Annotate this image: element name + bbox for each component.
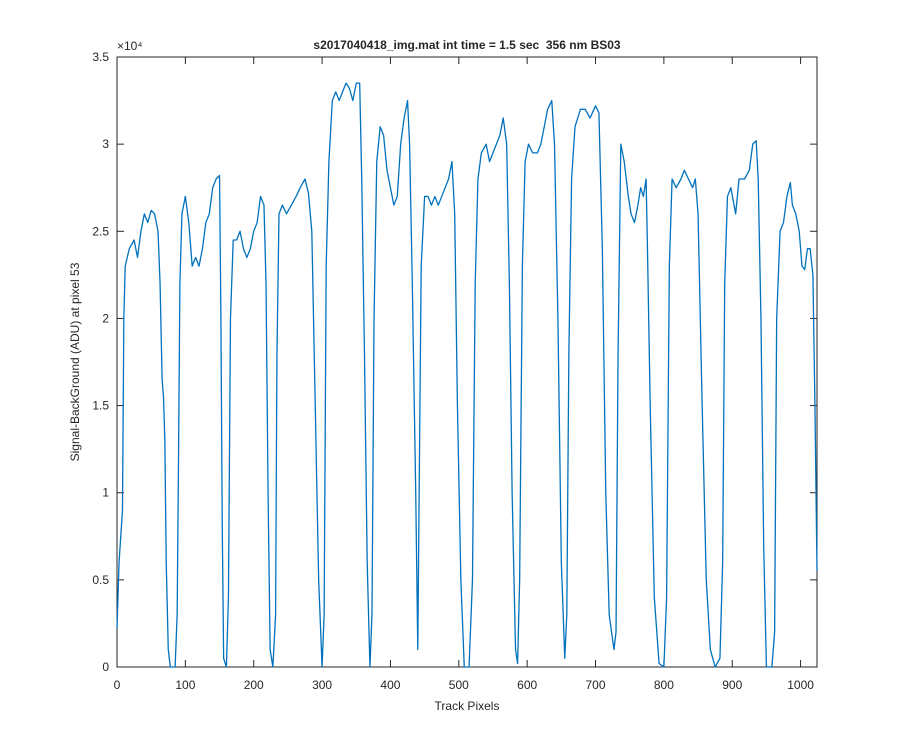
x-tick-label: 900	[722, 678, 742, 692]
y-multiplier: ×10⁴	[117, 39, 143, 53]
y-tick-label: 1	[102, 486, 109, 500]
x-tick-label: 200	[244, 678, 264, 692]
y-tick-label: 2	[102, 311, 109, 325]
chart-title: s2017040418_img.mat int time = 1.5 sec 3…	[313, 38, 621, 52]
data-line	[116, 82, 818, 668]
x-tick-label: 700	[586, 678, 606, 692]
y-tick-label: 0.5	[92, 573, 109, 587]
x-tick-label: 1000	[787, 678, 814, 692]
axes-box	[116, 56, 818, 668]
x-axis-label: Track Pixels	[435, 699, 500, 713]
x-tick-label: 400	[380, 678, 400, 692]
x-tick-label: 800	[654, 678, 674, 692]
y-tick-label: 0	[102, 660, 109, 674]
x-tick-label: 0	[114, 678, 121, 692]
x-tick-label: 500	[449, 678, 469, 692]
y-tick-label: 3	[102, 137, 109, 151]
y-tick-label: 1.5	[92, 399, 109, 413]
y-axis-label: Signal-BackGround (ADU) at pixel 53	[68, 262, 82, 461]
x-tick-label: 300	[312, 678, 332, 692]
x-tick-label: 600	[517, 678, 537, 692]
x-tick-label: 100	[175, 678, 195, 692]
y-tick-label: 3.5	[92, 50, 109, 64]
y-tick-label: 2.5	[92, 224, 109, 238]
